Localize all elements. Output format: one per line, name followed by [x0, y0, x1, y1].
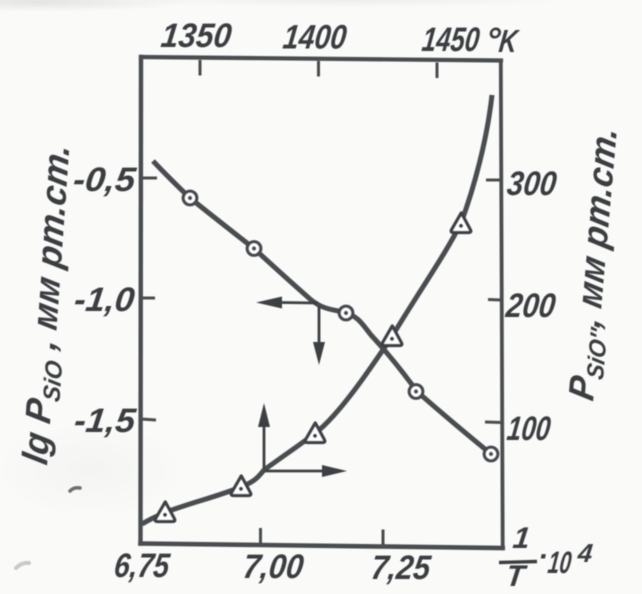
svg-text:1400: 1400	[281, 19, 349, 57]
svg-text:200: 200	[503, 287, 558, 325]
svg-text:-1,0: -1,0	[72, 281, 137, 319]
svg-text:PSiO″, мм рт.ст.: PSiO″, мм рт.ст.	[561, 123, 631, 405]
svg-text:1: 1	[511, 522, 532, 555]
svg-text:100: 100	[505, 410, 553, 448]
svg-text:4: 4	[575, 538, 595, 568]
svg-text:6,75: 6,75	[112, 547, 172, 585]
svg-text:7,25: 7,25	[369, 549, 434, 587]
svg-text:1450: 1450	[420, 21, 482, 59]
svg-text:T: T	[504, 560, 529, 593]
svg-text:7,00: 7,00	[241, 548, 306, 586]
svg-text:K: K	[497, 23, 522, 59]
svg-text:-0,5: -0,5	[71, 161, 139, 199]
svg-text:10: 10	[546, 545, 573, 580]
svg-text:300: 300	[505, 165, 559, 203]
svg-text:°: °	[483, 20, 503, 61]
svg-text:1350: 1350	[159, 17, 234, 55]
svg-text:-1,5: -1,5	[72, 402, 139, 440]
svg-text:·: ·	[538, 540, 548, 573]
